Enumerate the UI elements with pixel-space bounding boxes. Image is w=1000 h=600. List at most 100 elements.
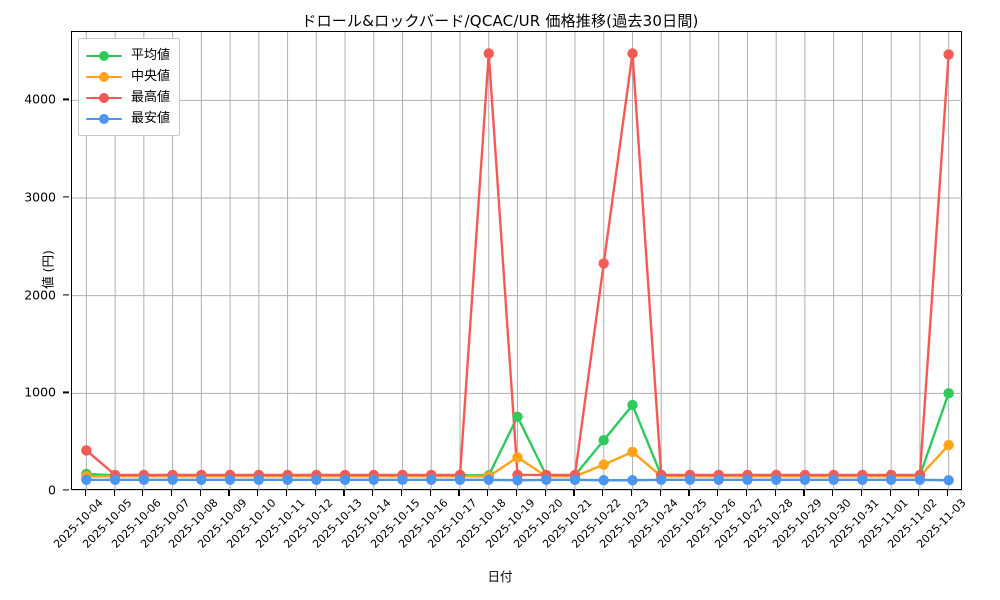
x-tick-mark xyxy=(774,490,776,496)
x-tick-mark xyxy=(400,490,403,496)
data-point xyxy=(224,474,236,485)
data-point xyxy=(253,474,265,485)
data-point xyxy=(627,475,638,486)
x-tick-mark xyxy=(458,490,460,496)
data-point xyxy=(81,445,92,456)
legend-item-2[interactable]: 最高値 xyxy=(86,87,170,108)
y-axis-label: 値 (円) xyxy=(40,250,56,289)
x-axis-tick-labels: 2025-10-04 2025-10-05 2025-10-06 2025-10-07… xyxy=(0,490,1000,590)
data-point xyxy=(109,474,121,485)
x-tick-mark xyxy=(228,490,230,496)
legend-dot-icon xyxy=(99,71,109,82)
data-point xyxy=(196,474,207,485)
x-tick-mark xyxy=(573,490,575,496)
legend-item-0[interactable]: 平均値 xyxy=(86,45,170,66)
x-tick-mark xyxy=(429,490,431,496)
legend-label: 最高値 xyxy=(131,90,171,105)
x-tick-mark xyxy=(199,490,201,496)
legend-swatch-icon xyxy=(86,113,122,125)
x-tick-mark xyxy=(688,490,690,496)
data-point xyxy=(684,474,696,485)
x-tick-mark xyxy=(832,490,834,496)
y-tick-mark xyxy=(63,391,69,393)
x-tick-mark xyxy=(142,490,144,496)
legend-swatch-icon xyxy=(86,92,122,104)
x-tick-mark xyxy=(745,490,748,496)
legend-dot-icon xyxy=(99,50,109,61)
y-tick-mark xyxy=(63,294,69,296)
x-tick-mark xyxy=(257,490,259,496)
data-point xyxy=(914,474,926,485)
data-point xyxy=(512,411,523,422)
x-axis-label: 日付 xyxy=(487,569,513,584)
x-tick-mark xyxy=(659,490,661,496)
data-point xyxy=(339,474,351,485)
y-tick-label: 4000 xyxy=(24,91,56,107)
data-point xyxy=(138,474,150,485)
y-tick-label: 2000 xyxy=(24,287,56,303)
data-point xyxy=(656,474,667,485)
data-point xyxy=(943,475,954,486)
x-tick-mark xyxy=(372,490,374,496)
y-tick-mark xyxy=(63,196,69,198)
data-point xyxy=(397,474,408,485)
x-tick-mark xyxy=(170,490,173,496)
legend-label: 中央値 xyxy=(131,69,171,84)
y-tick-label: 0 xyxy=(48,482,56,498)
data-point xyxy=(598,435,609,446)
x-tick-mark xyxy=(860,490,862,496)
data-point xyxy=(742,474,753,485)
data-point xyxy=(627,48,638,59)
data-point xyxy=(627,399,638,411)
data-point xyxy=(512,475,523,486)
data-point xyxy=(885,474,897,485)
x-tick-mark xyxy=(947,490,949,496)
data-point xyxy=(282,474,293,485)
data-point xyxy=(857,474,868,485)
x-tick-mark xyxy=(343,490,345,496)
x-tick-mark xyxy=(717,490,719,496)
data-point xyxy=(627,446,638,458)
data-point xyxy=(598,459,609,470)
x-tick-mark xyxy=(544,490,546,496)
data-point xyxy=(483,474,494,485)
data-point xyxy=(799,474,811,485)
x-tick-mark xyxy=(918,490,920,496)
data-point xyxy=(943,388,954,399)
legend-item-1[interactable]: 中央値 xyxy=(86,66,170,87)
data-point xyxy=(598,258,609,269)
x-tick-mark xyxy=(630,490,633,496)
x-tick-mark xyxy=(803,490,805,496)
data-point xyxy=(943,49,954,60)
legend-item-3[interactable]: 最安値 xyxy=(86,108,170,129)
chart-title: ドロール&ロックバード/QCAC/UR 価格推移(過去30日間) xyxy=(301,12,699,30)
x-tick-mark xyxy=(84,490,86,496)
x-tick-mark xyxy=(515,490,518,496)
data-point xyxy=(598,475,609,486)
data-point xyxy=(454,474,466,485)
legend-swatch-icon xyxy=(86,50,122,62)
data-point xyxy=(81,474,92,485)
x-tick-mark xyxy=(113,490,115,496)
data-point xyxy=(541,474,552,485)
x-tick-mark xyxy=(889,490,891,496)
data-point xyxy=(512,452,523,463)
data-point xyxy=(943,439,954,451)
legend-dot-icon xyxy=(99,113,109,124)
chart-legend: 平均値中央値最高値最安値 xyxy=(78,38,181,136)
y-tick-mark xyxy=(63,98,69,100)
x-tick-mark xyxy=(314,490,316,496)
data-point xyxy=(770,474,782,485)
x-tick-mark xyxy=(487,490,489,496)
x-tick-mark xyxy=(285,490,288,496)
y-tick-label: 3000 xyxy=(24,189,56,205)
legend-swatch-icon xyxy=(86,71,122,83)
legend-label: 平均値 xyxy=(131,48,171,63)
data-point xyxy=(167,474,178,485)
legend-label: 最安値 xyxy=(131,111,171,126)
y-axis-tick-labels: 0 1000 2000 3000 4000 xyxy=(0,31,69,498)
data-point xyxy=(426,474,437,485)
data-point xyxy=(368,474,379,485)
x-tick-mark xyxy=(602,490,604,496)
